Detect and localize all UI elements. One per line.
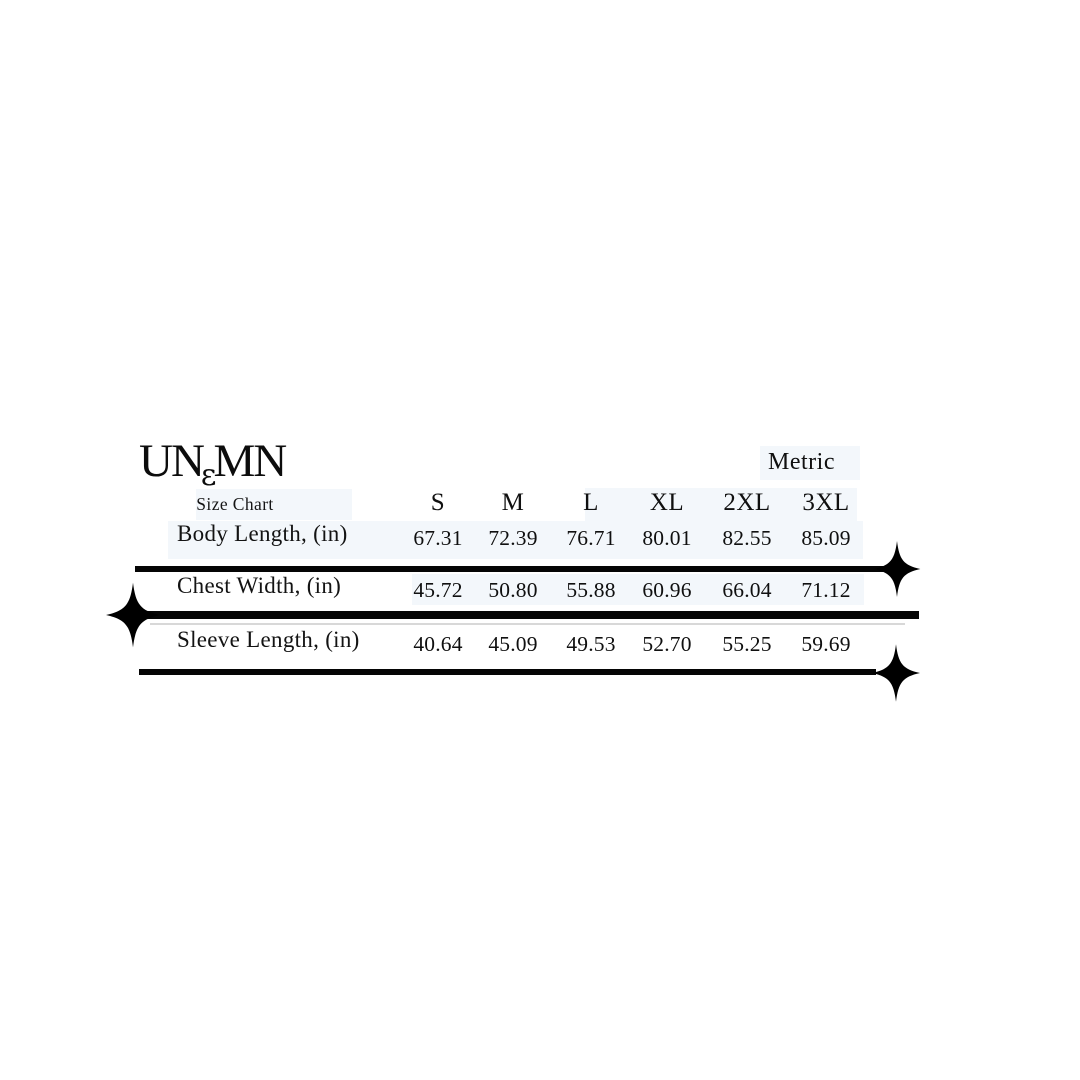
table-cell: 40.64 [413,632,463,656]
brand-ampersand-glyph: ɛ [200,458,216,493]
table-cell: 55.25 [722,632,772,656]
table-cell: 52.70 [642,632,692,656]
table-row: Sleeve Length, (in) 40.64 45.09 49.53 52.70 5… [0,627,1080,665]
size-chart-caption: Size Chart [196,494,274,514]
column-header-2xl: 2XL [723,489,771,516]
highlight-patch [760,446,860,480]
sparkle-icon [873,541,921,597]
divider-rule-2 [133,611,919,619]
table-cell: 45.09 [488,632,538,656]
row-label: Sleeve Length, (in) [177,627,360,652]
unit-label-metric: Metric [768,449,835,475]
table-cell: 50.80 [488,578,538,602]
size-header-row: S M L XL 2XL 3XL [0,489,1080,521]
table-cell: 80.01 [642,526,692,550]
table-cell: 49.53 [566,632,616,656]
table-cell: 72.39 [488,526,538,550]
highlight-patch [168,521,863,559]
table-cell: 66.04 [722,578,772,602]
divider-rule-1 [135,566,893,572]
highlight-patch [412,574,864,605]
table-row: Chest Width, (in) 45.72 50.80 55.88 60.96 66.… [0,573,1080,611]
table-cell: 67.31 [413,526,463,550]
divider-rule-3 [139,669,876,675]
table-cell: 71.12 [801,578,851,602]
highlight-patch [585,488,857,521]
row-label: Chest Width, (in) [177,573,342,598]
table-cell: 55.88 [566,578,616,602]
brand-logo-suffix: MN [213,435,287,487]
table-cell: 59.69 [801,632,851,656]
column-header-3xl: 3XL [802,489,850,516]
table-cell: 60.96 [642,578,692,602]
column-header-xl: XL [649,489,685,516]
highlight-patch [196,489,352,520]
brand-logo: UNɛMN [139,435,287,491]
column-header-s: S [430,489,446,516]
table-cell: 45.72 [413,578,463,602]
row-label: Body Length, (in) [177,521,348,546]
column-header-m: M [501,489,525,516]
sparkle-icon [872,644,920,702]
table-cell: 76.71 [566,526,616,550]
table-row: Body Length, (in) 67.31 72.39 76.71 80.01 82.… [0,521,1080,559]
column-header-l: L [583,489,599,516]
table-cell: 85.09 [801,526,851,550]
brand-logo-prefix: UN [139,435,205,487]
divider-rule-faint [150,623,905,625]
table-cell: 82.55 [722,526,772,550]
sparkle-icon [106,582,160,648]
